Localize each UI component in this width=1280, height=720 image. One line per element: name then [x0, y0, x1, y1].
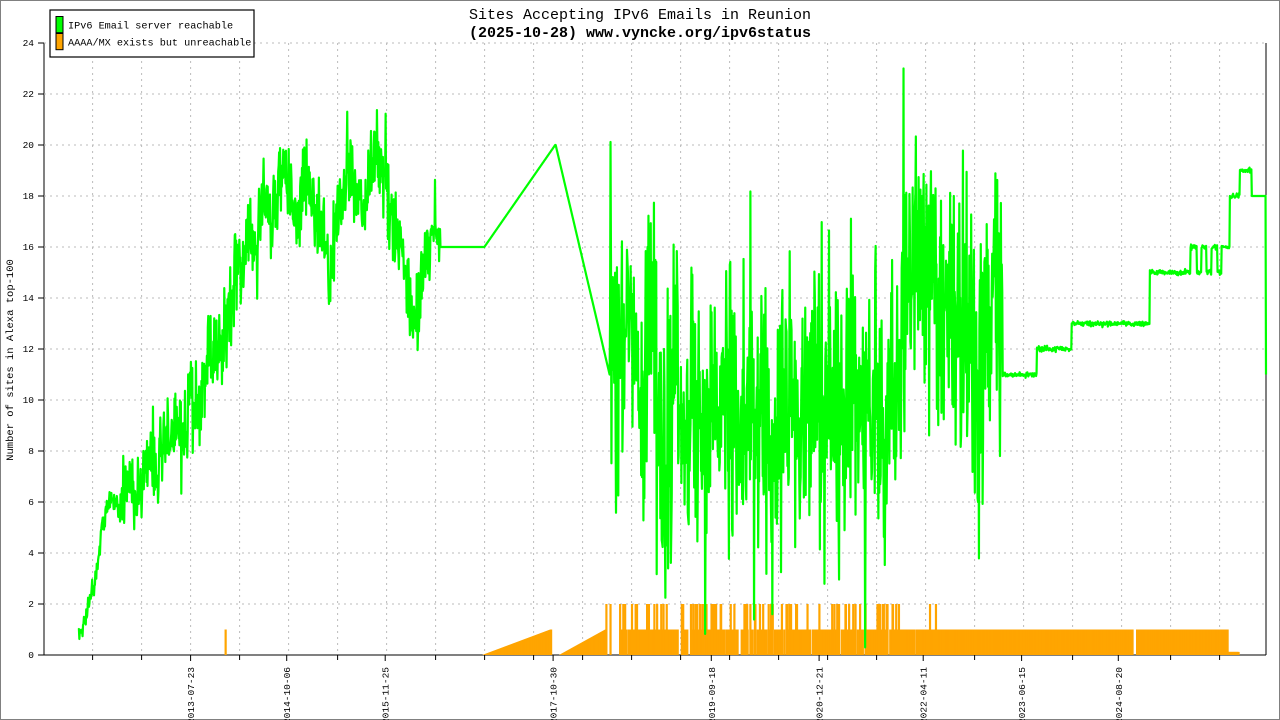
svg-text:2: 2 [28, 599, 34, 610]
svg-text:14: 14 [23, 293, 35, 304]
svg-text:2013-07-23: 2013-07-23 [186, 667, 197, 720]
svg-text:0: 0 [28, 650, 34, 661]
svg-text:20: 20 [23, 140, 35, 151]
svg-text:2014-10-06: 2014-10-06 [282, 667, 293, 720]
svg-text:2023-06-15: 2023-06-15 [1017, 667, 1028, 720]
svg-text:2017-10-30: 2017-10-30 [549, 667, 560, 720]
svg-text:2020-12-21: 2020-12-21 [815, 667, 826, 720]
svg-text:24: 24 [23, 38, 35, 49]
svg-text:4: 4 [28, 548, 34, 559]
svg-text:16: 16 [23, 242, 35, 253]
svg-text:AAAA/MX exists but unreachable: AAAA/MX exists but unreachable [68, 38, 251, 50]
svg-text:18: 18 [23, 191, 35, 202]
svg-text:Number of sites in Alexa top-1: Number of sites in Alexa top-100 [5, 259, 17, 461]
svg-text:2022-04-11: 2022-04-11 [919, 667, 930, 720]
svg-text:2015-11-25: 2015-11-25 [381, 667, 392, 720]
svg-text:6: 6 [28, 497, 34, 508]
svg-text:22: 22 [23, 89, 35, 100]
svg-text:10: 10 [23, 395, 35, 406]
svg-text:IPv6 Email server reachable: IPv6 Email server reachable [68, 21, 233, 33]
svg-text:2024-08-20: 2024-08-20 [1114, 667, 1125, 720]
svg-text:(2025-10-28) www.vyncke.org/ip: (2025-10-28) www.vyncke.org/ipv6status [469, 25, 811, 42]
svg-text:8: 8 [28, 446, 34, 457]
svg-text:Sites Accepting IPv6 Emails in: Sites Accepting IPv6 Emails in Reunion [469, 7, 811, 24]
svg-text:2019-09-18: 2019-09-18 [707, 667, 718, 720]
svg-text:12: 12 [23, 344, 35, 355]
